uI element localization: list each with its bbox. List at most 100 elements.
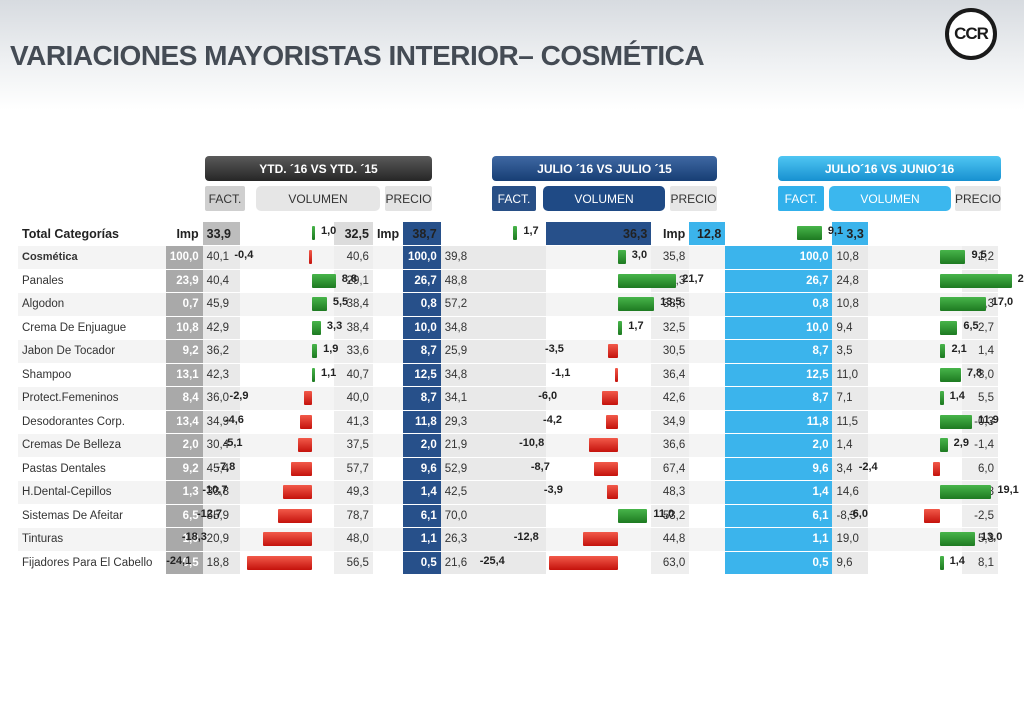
gap: [372, 527, 404, 552]
fact-julio: 34,8: [440, 316, 546, 340]
bar-value-label: 1,7: [628, 319, 644, 332]
fact-julio: 21,6: [440, 551, 546, 575]
vol-ytd: -0,4: [234, 245, 335, 270]
fact-junio: 3,4: [832, 457, 868, 481]
precio-julio: 53,2: [651, 504, 690, 528]
vol-ytd: -2,9: [230, 386, 335, 411]
fact-junio: 19,0: [832, 527, 868, 552]
vol-junio: 11,9: [867, 410, 999, 434]
negative-bar: [299, 414, 312, 429]
bar-value-label: -2,9: [229, 390, 249, 402]
negative-bar: [606, 414, 618, 429]
fact-julio: 70,0: [440, 504, 546, 528]
negative-bar: [614, 367, 618, 382]
subheader-volumen-ytd: VOLUMEN: [256, 186, 380, 211]
imp-junio: 0,5: [725, 551, 833, 575]
positive-bar: [617, 250, 626, 264]
bar-value-label: 3,0: [631, 249, 648, 261]
total-imp-junio: 12,8: [689, 222, 726, 246]
positive-bar: [617, 320, 623, 335]
positive-bar: [512, 226, 518, 240]
imp-julio: 1,1: [403, 527, 441, 552]
positive-bar: [939, 485, 992, 499]
imp-junio: 8,7: [725, 339, 833, 364]
negative-bar: [298, 438, 312, 452]
bar-value-label: 11,9: [977, 413, 999, 426]
bar-value-label: -8,7: [530, 460, 550, 473]
bar-value-label: 19,1: [997, 484, 1019, 496]
category-name: H.Dental-Cepillos: [18, 480, 166, 505]
gap: [372, 245, 404, 270]
table-row: Pastas Dentales 9,2 45,4 -7,8 57,7 9,6 52,9 -8,…: [18, 457, 998, 481]
vol-julio: -3,9: [544, 480, 652, 505]
vol-julio: -10,8: [519, 433, 652, 458]
fact-ytd: 42,9: [202, 316, 240, 340]
fact-julio: 34,8: [440, 363, 546, 387]
fact-julio: 52,9: [440, 457, 546, 481]
imp-junio: 12,5: [725, 363, 833, 387]
subheader-fact-junio: FACT.: [778, 186, 824, 211]
precio-ytd: 40,0: [334, 386, 373, 411]
imp-junio: 2,0: [725, 433, 833, 458]
fact-ytd: 18,8: [202, 551, 240, 575]
precio-julio: 36,6: [651, 433, 690, 458]
vol-ytd: -7,8: [216, 457, 335, 481]
fact-junio: 24,8: [832, 269, 868, 293]
vol-junio: 19,1: [867, 480, 1019, 505]
total-imp-julio: 38,7: [403, 222, 441, 246]
imp-ytd: 1,3: [165, 480, 203, 505]
imp-julio: 12,5: [403, 363, 441, 387]
bar-value-label: 1,1: [320, 366, 337, 379]
precio-junio: 1,4: [962, 339, 998, 364]
variations-table: Total Categorías Imp 33,9 1,0 32,5 Imp 3…: [18, 222, 1024, 575]
precio-ytd: 40,6: [334, 245, 373, 270]
total-precio-julio: 36,3: [545, 222, 652, 246]
fact-julio: 48,8: [440, 269, 546, 293]
fact-junio: 7,1: [832, 386, 868, 411]
precio-junio: -1,4: [962, 433, 998, 458]
negative-bar: [308, 250, 312, 264]
imp-label: Imp: [165, 222, 203, 246]
vol-junio: 1,4: [867, 551, 965, 575]
category-name: Cremas De Belleza: [18, 433, 166, 458]
vol-julio: -6,0: [538, 386, 652, 411]
gap: [689, 386, 726, 411]
precio-julio: 44,8: [651, 527, 690, 552]
negative-bar: [607, 485, 618, 499]
precio-junio: 8,1: [962, 551, 998, 575]
gap: [372, 433, 404, 458]
category-name: Shampoo: [18, 363, 166, 387]
bar-value-label: 2,1: [951, 343, 967, 355]
imp-ytd: 13,1: [165, 363, 203, 387]
imp-junio: 1,1: [725, 527, 833, 552]
imp-junio: 8,7: [725, 386, 833, 411]
vol-ytd: -24,1: [166, 551, 335, 575]
total-precio-junio: 3,3: [832, 222, 868, 246]
positive-bar: [311, 273, 336, 288]
vol-julio: -4,2: [543, 410, 652, 434]
imp-ytd: 23,9: [165, 269, 203, 293]
bar-value-label: 1,4: [949, 554, 965, 567]
precio-julio: 38,6: [651, 292, 690, 317]
bar-value-label: -4,2: [543, 413, 563, 426]
imp-ytd: 2,0: [165, 433, 203, 458]
positive-bar: [939, 532, 975, 546]
fact-julio: 26,3: [440, 527, 546, 552]
bar-value-label: 9,1: [827, 225, 844, 237]
bar-value-label: 3,3: [326, 319, 343, 332]
vol-junio: 13,0: [867, 527, 1002, 552]
gap: [372, 292, 404, 317]
positive-bar: [311, 226, 315, 240]
fact-julio: 29,3: [440, 410, 546, 434]
subheader-volumen-julio: VOLUMEN: [543, 186, 665, 211]
imp-ytd: 9,2: [165, 339, 203, 364]
gap: [372, 363, 404, 387]
negative-bar: [246, 555, 312, 570]
negative-bar: [283, 485, 312, 499]
banner-ytd: YTD. ´16 VS YTD. ´15: [205, 156, 432, 181]
imp-junio: 1,4: [725, 480, 833, 505]
bar-value-label: -5,1: [223, 437, 243, 449]
header-background: [0, 0, 1024, 110]
fact-junio: 10,8: [832, 245, 868, 270]
positive-bar: [939, 320, 958, 335]
